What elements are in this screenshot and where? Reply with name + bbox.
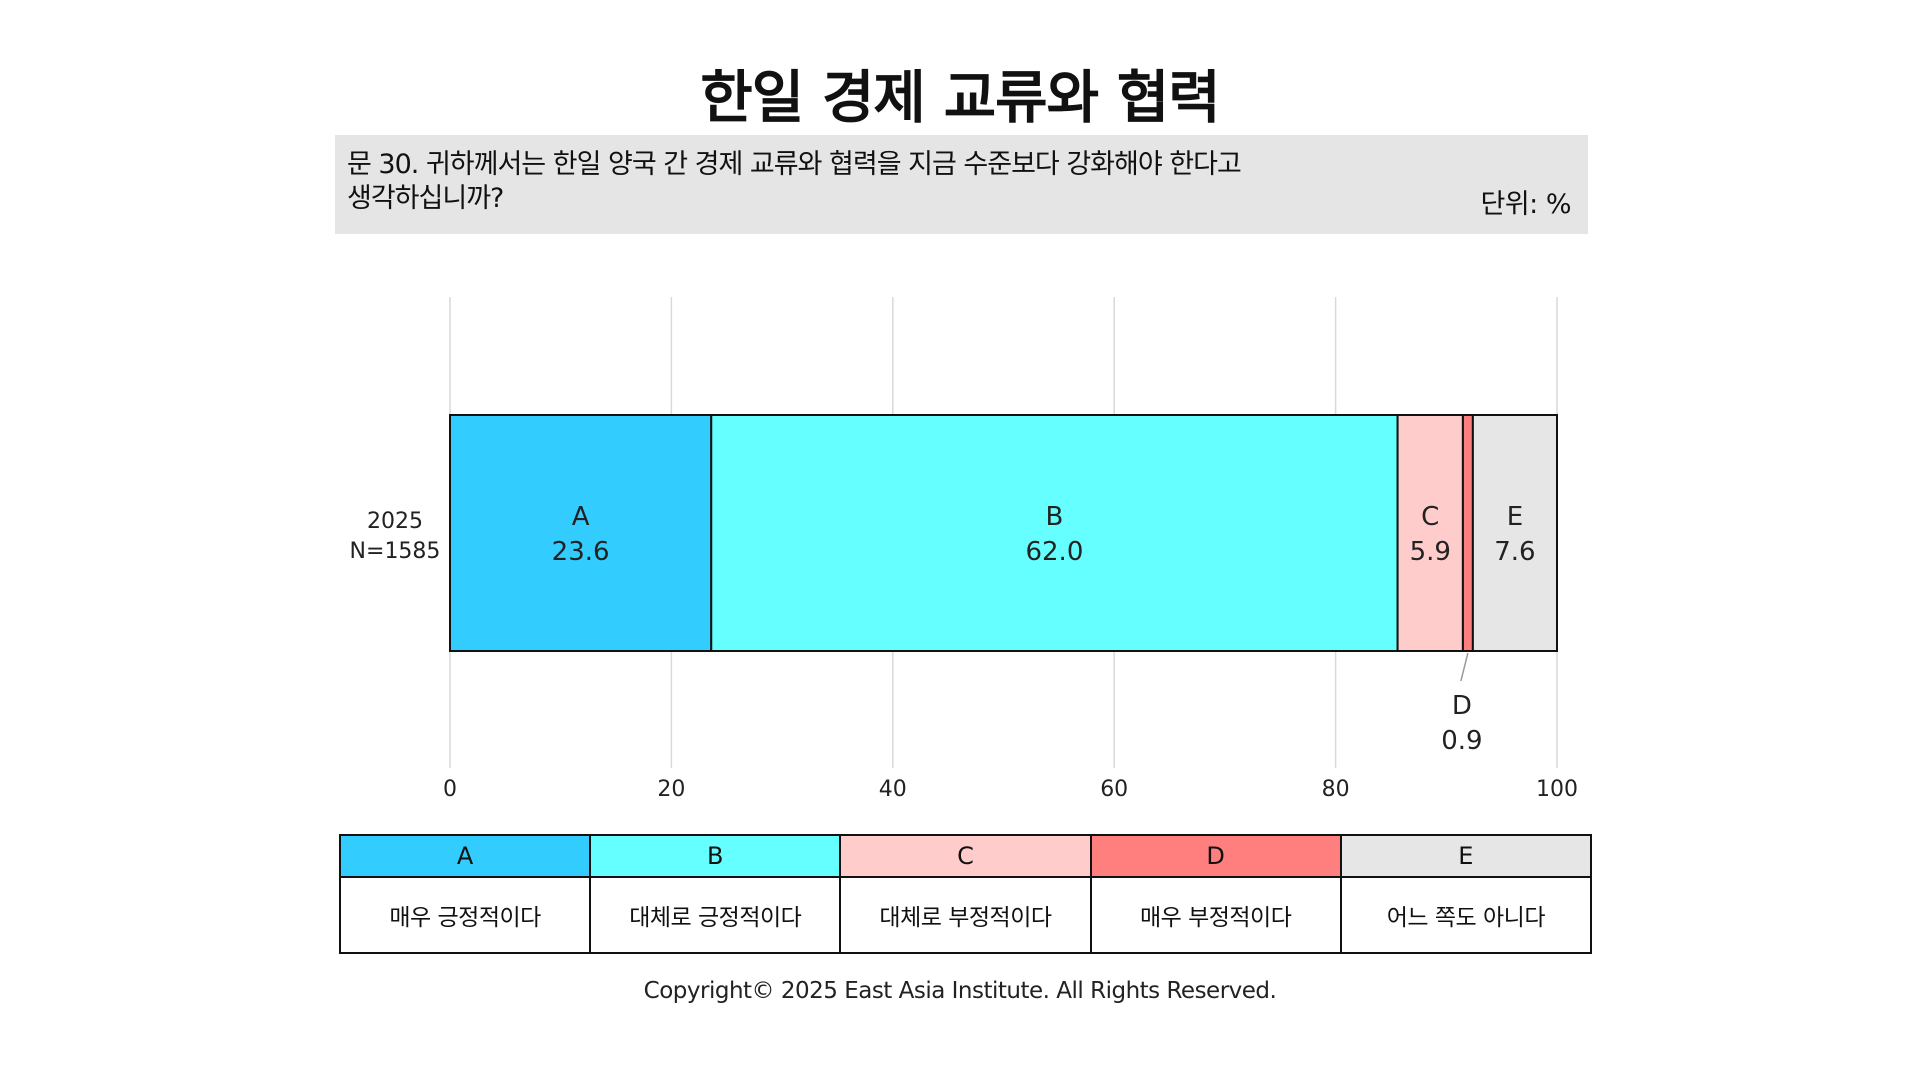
legend-desc-c: 대체로 부정적이다: [839, 876, 1092, 954]
bar-name-label-a: A: [572, 502, 590, 532]
bar-segment-c: [1396, 414, 1464, 652]
leader-line-d: [1460, 652, 1469, 682]
question-box: 문 30. 귀하께서는 한일 양국 간 경제 교류와 협력을 지금 수준보다 강…: [335, 135, 1588, 234]
legend-key-d: D: [1089, 834, 1342, 878]
bar-value-label-d: 0.9: [1441, 726, 1482, 756]
x-tick-label-20: 20: [657, 777, 685, 802]
bar-name-label-b: B: [1046, 502, 1064, 532]
stacked-bar-chart: 0 20 40 60 80 100 2025 N=1585 A 23.6 B 62.0 C 5.9 D 0.9…: [350, 297, 1578, 802]
x-tick-label-0: 0: [443, 777, 457, 802]
bar-name-label-d: D: [1452, 691, 1472, 721]
copyright-text: Copyright© 2025 East Asia Institute. All…: [643, 978, 1277, 1004]
bar-name-label-c: C: [1421, 502, 1439, 532]
legend-desc-d: 매우 부정적이다: [1089, 876, 1342, 954]
category-label-line-1: 2025: [367, 509, 423, 534]
chart-title: 한일 경제 교류와 협력: [700, 65, 1221, 131]
bar-segment-d: [1461, 414, 1474, 652]
x-tick-label-100: 100: [1536, 777, 1578, 802]
legend-desc-e: 어느 쪽도 아니다: [1339, 876, 1593, 954]
question-text: 문 30. 귀하께서는 한일 양국 간 경제 교류와 협력을 지금 수준보다 강…: [347, 149, 1242, 214]
legend-key-c: C: [839, 834, 1092, 878]
bar-value-label-b: 62.0: [1025, 537, 1083, 567]
bar-value-label-a: 23.6: [552, 537, 610, 567]
category-label-line-2: N=1585: [350, 539, 441, 564]
unit-label: 단위: %: [1480, 189, 1571, 220]
x-tick-label-80: 80: [1322, 777, 1350, 802]
bar-value-label-e: 7.6: [1494, 537, 1535, 567]
legend-key-a: A: [338, 834, 592, 878]
x-tick-label-40: 40: [879, 777, 907, 802]
legend-desc-b: 대체로 긍정적이다: [589, 876, 842, 954]
x-tick-label-60: 60: [1100, 777, 1128, 802]
bar-value-label-c: 5.9: [1410, 537, 1451, 567]
bar-segment-e: [1471, 414, 1559, 652]
bar-segment-b: [710, 414, 1399, 652]
legend-key-b: B: [589, 834, 842, 878]
legend-table: A B C D E 매우 긍정적이다 대체로 긍정적이다 대체로 부정적이다 매…: [338, 834, 1593, 954]
bar-segment-a: [449, 414, 713, 652]
legend-desc-a: 매우 긍정적이다: [338, 876, 592, 954]
bar-name-label-e: E: [1507, 502, 1523, 532]
legend-key-e: E: [1339, 834, 1593, 878]
